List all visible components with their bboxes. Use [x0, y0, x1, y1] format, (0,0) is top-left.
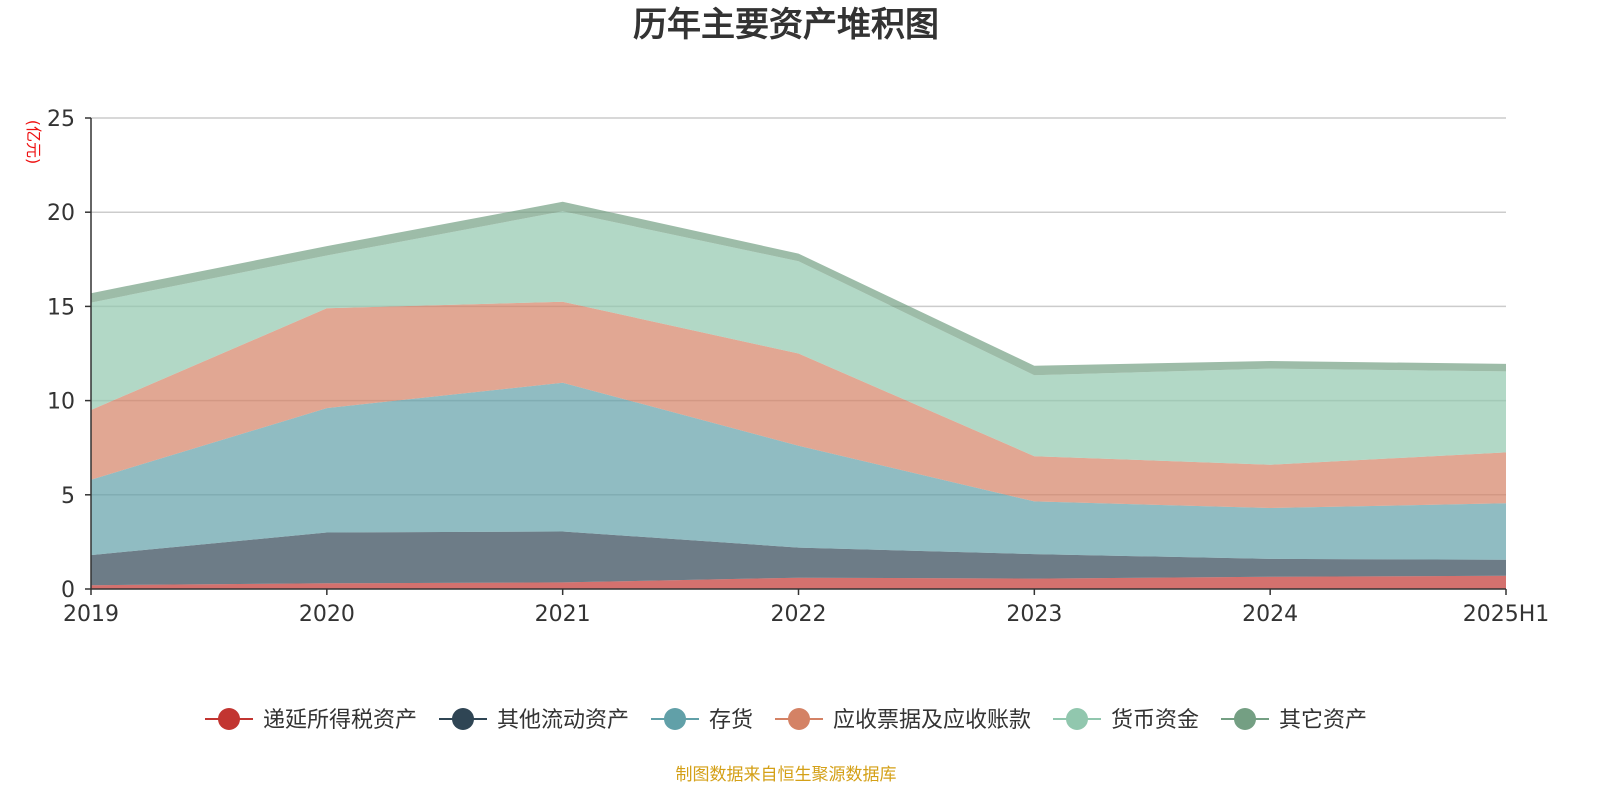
legend-circle-icon [664, 708, 686, 730]
y-tick-labels: 0 5 10 15 20 25 [47, 107, 91, 603]
area-series-1 [91, 575, 1506, 589]
y-tick-label: 0 [61, 578, 75, 603]
chart-title: 历年主要资产堆积图 [633, 5, 939, 45]
legend-circle-icon [1234, 708, 1256, 730]
x-tick-label: 2023 [1006, 602, 1062, 627]
x-tick-label: 2021 [535, 602, 591, 627]
x-tick-label: 2022 [771, 602, 827, 627]
legend-circle-icon [452, 708, 474, 730]
y-tick-label: 5 [61, 484, 75, 509]
x-tick-label: 2019 [63, 602, 119, 627]
legend-label: 递延所得税资产 [263, 708, 417, 733]
data-source-note: 制图数据来自恒生聚源数据库 [676, 765, 897, 785]
legend-label: 其他流动资产 [497, 708, 629, 733]
legend-item[interactable]: 货币资金 [1053, 708, 1199, 733]
legend-label: 货币资金 [1111, 708, 1199, 733]
legend-label: 存货 [709, 708, 753, 733]
area-series-4 [91, 301, 1506, 508]
area-series-2 [91, 531, 1506, 586]
legend-item[interactable]: 其它资产 [1221, 708, 1367, 733]
x-tick-label: 2020 [299, 602, 355, 627]
legend-circle-icon [1066, 708, 1088, 730]
legend-item[interactable]: 其他流动资产 [439, 708, 629, 733]
x-tick-labels: 2019 2020 2021 2022 2023 2024 2025H1 [63, 589, 1549, 627]
legend-circle-icon [218, 708, 240, 730]
area-series-3 [91, 382, 1506, 560]
legend-item[interactable]: 应收票据及应收账款 [775, 708, 1031, 733]
x-tick-label: 2024 [1242, 602, 1298, 627]
y-tick-label: 15 [47, 295, 75, 320]
x-tick-label: 2025H1 [1463, 602, 1550, 627]
y-tick-label: 10 [47, 390, 75, 415]
legend-item[interactable]: 存货 [651, 708, 753, 733]
legend-label: 其它资产 [1279, 708, 1367, 733]
y-tick-label: 20 [47, 201, 75, 226]
area-series [91, 201, 1506, 589]
y-tick-label: 25 [47, 107, 75, 132]
y-axis-unit-label: (亿元) [24, 120, 43, 165]
legend-item[interactable]: 递延所得税资产 [205, 708, 417, 733]
legend-label: 应收票据及应收账款 [833, 708, 1031, 733]
legend: 递延所得税资产 其他流动资产 存货 应收票据及应收账款 货币资金 其它资产 [205, 708, 1367, 733]
area-series-5 [91, 211, 1506, 465]
legend-circle-icon [788, 708, 810, 730]
